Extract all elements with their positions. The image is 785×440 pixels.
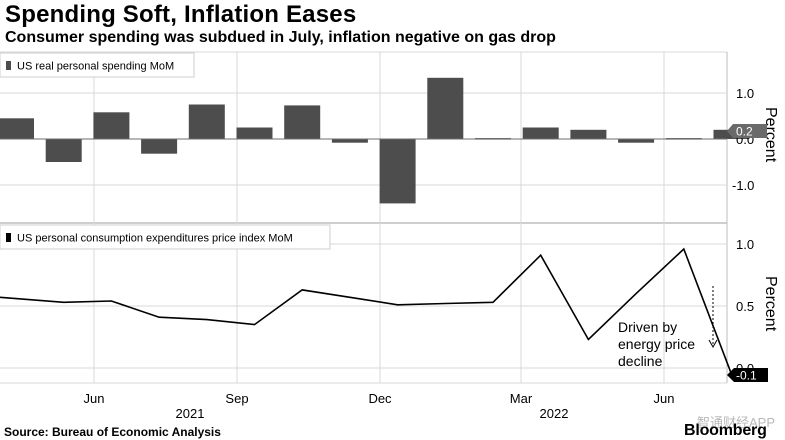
annotation-line: Driven by: [618, 319, 677, 335]
spending-bar: [427, 77, 464, 139]
spending-bar: [236, 127, 273, 139]
annotation: Driven by energy price decline: [618, 319, 695, 369]
top-panel-legend: US real personal spending MoM: [0, 52, 195, 78]
spending-bar: [331, 139, 368, 143]
spending-bar: [379, 139, 416, 204]
badge-value: -0.1: [736, 369, 757, 383]
x-year-label: 2022: [540, 406, 569, 421]
legend-box: [0, 52, 195, 78]
pce-line: [0, 247, 733, 375]
badge-value: 0.2: [736, 125, 753, 139]
spending-bar: [141, 139, 178, 154]
spending-bar: [93, 112, 130, 139]
pce-last-value-badge: -0.1: [727, 368, 768, 383]
x-tick-label: Dec: [368, 391, 392, 406]
y-axis-title: Percent: [762, 107, 779, 163]
y-tick-label: 1.0: [736, 237, 754, 252]
spending-bars: [0, 77, 750, 204]
spending-bar: [0, 118, 34, 139]
top-panel-yticks: 1.0 0.0 -1.0: [732, 86, 754, 193]
badge-shape: [727, 368, 768, 382]
arrow-head: [708, 339, 718, 349]
legend-label: US personal consumption expenditures pri…: [17, 233, 293, 245]
spending-last-value-badge: 0.2: [727, 124, 767, 139]
chart-subtitle: Consumer spending was subdued in July, i…: [5, 29, 556, 46]
annotation-line: energy price: [618, 336, 695, 352]
spending-bar: [45, 139, 82, 162]
x-year-label: 2021: [176, 406, 205, 421]
y-tick-label: 1.0: [736, 86, 754, 101]
spending-bar: [570, 129, 607, 139]
spending-bar: [618, 139, 655, 143]
bottom-panel-yticks: 1.0 0.5 0.0: [736, 237, 754, 376]
badge-shape: [727, 124, 767, 138]
annotation-arrow: [708, 286, 718, 349]
legend-box: [0, 224, 331, 250]
spending-bar: [284, 105, 321, 139]
legend-swatch-bar: [6, 61, 11, 70]
x-tick-label: Jun: [654, 391, 675, 406]
watermark: 智通财经APP: [697, 415, 776, 430]
x-axis-labels: Jun Sep Dec Mar Jun 2021 2022: [84, 391, 675, 421]
chart-title: Spending Soft, Inflation Eases: [5, 1, 357, 28]
y-tick-label: 0.5: [736, 299, 754, 314]
x-tick-label: Sep: [225, 391, 248, 406]
bottom-panel-legend: US personal consumption expenditures pri…: [0, 224, 331, 250]
spending-bar: [522, 127, 559, 139]
source-note: Source: Bureau of Economic Analysis: [4, 425, 221, 439]
y-axis-title: Percent: [762, 276, 779, 332]
annotation-line: decline: [618, 353, 663, 369]
x-tick-label: Mar: [510, 391, 533, 406]
legend-swatch-line: [6, 233, 11, 242]
brand-logo: Bloomberg: [684, 422, 767, 439]
x-tick-label: Jun: [84, 391, 105, 406]
spending-bar: [188, 104, 225, 139]
legend-label: US real personal spending MoM: [17, 61, 174, 73]
y-tick-label: -1.0: [732, 178, 754, 193]
vertical-grid: [93, 52, 665, 383]
